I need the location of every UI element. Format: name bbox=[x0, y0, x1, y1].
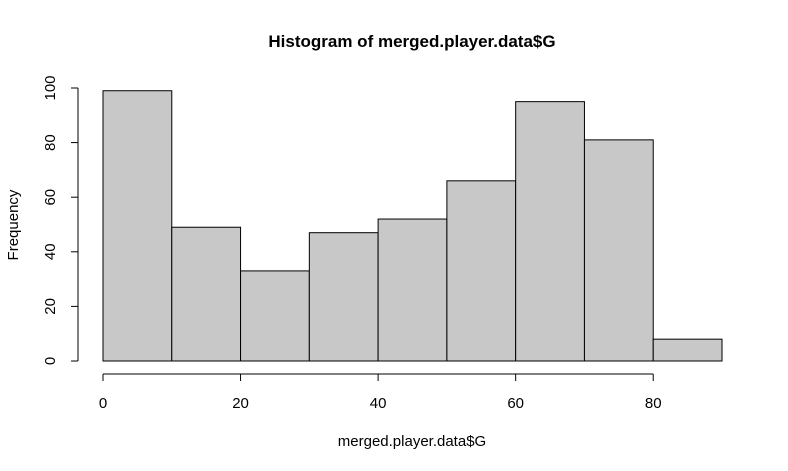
y-tick-label: 80 bbox=[42, 134, 59, 151]
x-tick-label: 20 bbox=[232, 395, 249, 412]
bars-group bbox=[102, 90, 723, 362]
histogram-bar-30-40 bbox=[308, 232, 379, 362]
histogram-bar-60-70 bbox=[515, 101, 585, 362]
x-axis-label: merged.player.data$G bbox=[338, 433, 486, 450]
y-tick-label: 0 bbox=[42, 357, 59, 365]
y-axis-label: Frequency bbox=[5, 189, 22, 260]
y-axis: 0 20 40 60 80 100 bbox=[42, 75, 79, 365]
y-tick-label: 20 bbox=[42, 298, 59, 315]
y-tick-label: 40 bbox=[42, 243, 59, 260]
histogram-bar-10-20 bbox=[171, 226, 242, 362]
y-tick-label: 100 bbox=[42, 75, 59, 100]
histogram-bar-20-30 bbox=[240, 270, 310, 362]
x-tick-label: 0 bbox=[99, 395, 107, 412]
histogram-bar-80-90 bbox=[652, 338, 723, 362]
x-tick-label: 40 bbox=[370, 395, 387, 412]
histogram-bar-0-10 bbox=[102, 90, 173, 362]
x-tick-label: 60 bbox=[507, 395, 524, 412]
histogram-bar-70-80 bbox=[583, 139, 654, 362]
y-tick-label: 60 bbox=[42, 189, 59, 206]
histogram-bar-50-60 bbox=[446, 180, 517, 362]
histogram-bar-40-50 bbox=[377, 218, 448, 362]
chart-title: Histogram of merged.player.data$G bbox=[268, 32, 555, 51]
x-axis: 0 20 40 60 80 bbox=[99, 373, 662, 412]
x-tick-label: 80 bbox=[645, 395, 662, 412]
